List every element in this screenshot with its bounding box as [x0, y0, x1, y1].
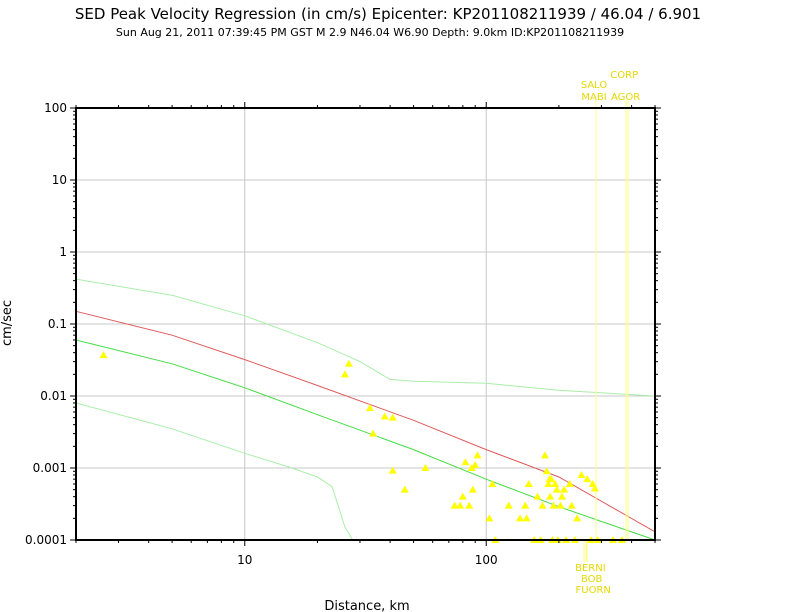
data-point [549, 501, 558, 509]
chart-subtitle: Sun Aug 21, 2011 07:39:45 PM GST M 2.9 N… [116, 26, 624, 39]
data-point [400, 485, 409, 493]
data-point [369, 429, 378, 437]
data-point [524, 479, 533, 487]
median-curve [75, 339, 656, 541]
y-axis-label: cm/sec [0, 300, 15, 346]
y-tick-label: 0.001 [33, 461, 67, 475]
x-axis-label: Distance, km [324, 599, 409, 612]
data-point [538, 501, 547, 509]
chart-title: SED Peak Velocity Regression (in cm/s) E… [75, 5, 701, 23]
data-point [485, 514, 494, 522]
y-tick-label: 0.0001 [25, 533, 67, 547]
confidence-bounds [75, 278, 656, 541]
station-label: SALO [581, 80, 608, 91]
station-label: FUORN [576, 585, 611, 596]
data-point [546, 492, 555, 500]
data-point [558, 492, 567, 500]
data-point [547, 475, 556, 483]
station-label: BOB [581, 574, 603, 585]
data-point [450, 501, 459, 509]
data-point [552, 485, 561, 493]
data-point [488, 479, 497, 487]
y-tick-label: 100 [44, 101, 67, 115]
data-point [540, 451, 549, 459]
data-point [583, 475, 592, 483]
data-point [565, 479, 574, 487]
data-point [471, 461, 480, 469]
data-point [516, 514, 525, 522]
data-point [365, 404, 374, 412]
y-tick-label: 10 [52, 173, 67, 187]
data-point [388, 466, 397, 474]
data-point [458, 492, 467, 500]
data-point [388, 413, 397, 421]
data-point [522, 514, 531, 522]
data-point [521, 501, 530, 509]
lower-bound-curve [75, 402, 354, 541]
data-point [504, 501, 513, 509]
data-point [556, 501, 565, 509]
x-tick-label: 100 [475, 553, 498, 567]
y-tick-label: 1 [59, 245, 67, 259]
data-point [590, 484, 599, 492]
y-tick-label: 0.01 [40, 389, 67, 403]
upper-bound-curve [75, 278, 656, 397]
x-tick-label: 10 [237, 553, 252, 567]
data-point [551, 479, 560, 487]
station-label: AGOR [611, 92, 640, 103]
data-point [544, 479, 553, 487]
data-point [465, 501, 474, 509]
data-point [99, 351, 108, 359]
y-tick-label: 0.1 [48, 317, 67, 331]
data-point [456, 501, 465, 509]
station-label: MABI [581, 92, 606, 103]
data-point [577, 470, 586, 478]
data-point [468, 485, 477, 493]
data-point [542, 467, 551, 475]
station-label: CORP [610, 70, 638, 81]
station-label: BERNI [575, 563, 606, 574]
data-point [567, 501, 576, 509]
data-point [344, 359, 353, 367]
data-point [421, 464, 430, 471]
axis-ticks: 100 10 1 0.1 0.01 0.001 0.0001 10 100 [25, 101, 661, 567]
data-point [533, 492, 542, 500]
data-point [461, 458, 470, 466]
data-point [380, 412, 389, 420]
data-point [573, 514, 582, 522]
data-point [560, 485, 569, 493]
data-point [473, 451, 482, 459]
data-point [340, 370, 349, 378]
